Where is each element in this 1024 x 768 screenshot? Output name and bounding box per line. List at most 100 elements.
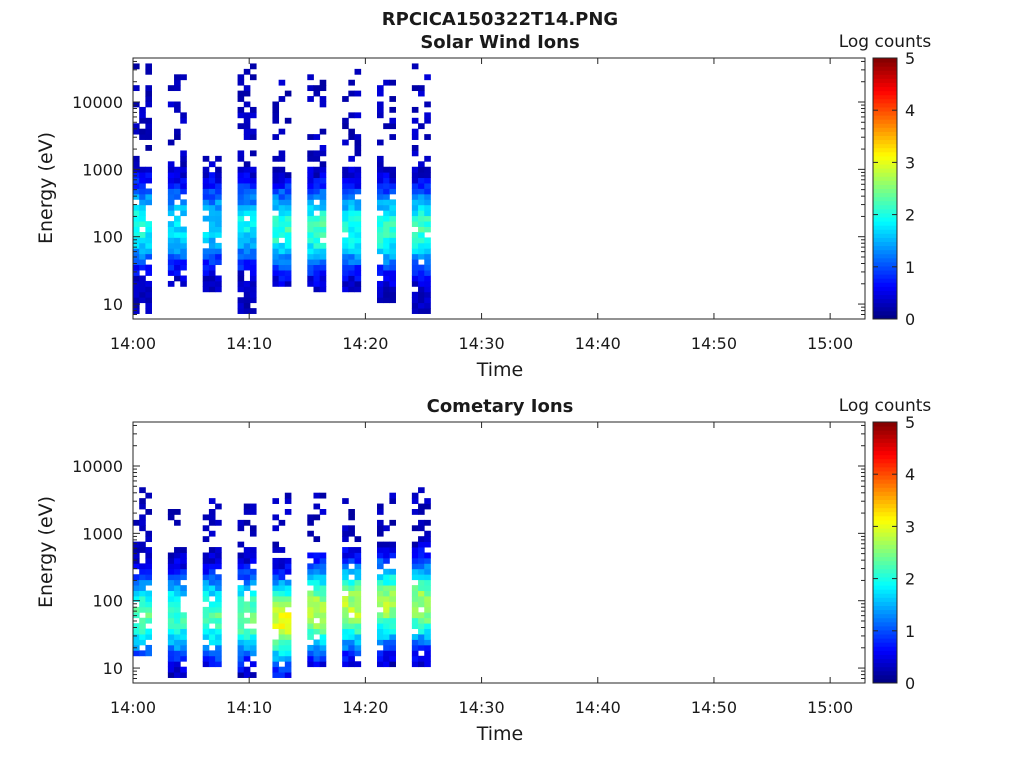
colorbar-segment	[873, 634, 897, 639]
heatmap-cell	[354, 585, 362, 591]
heatmap-cell	[313, 280, 321, 287]
heatmap-cell	[202, 172, 210, 179]
heatmap-cell	[383, 644, 390, 651]
heatmap-cell	[243, 650, 251, 657]
heatmap-cell	[313, 264, 321, 271]
heatmap-cell	[145, 634, 152, 640]
colorbar-segment	[873, 576, 897, 582]
x-tick-label: 14:30	[459, 334, 505, 353]
heatmap-cell	[424, 568, 431, 575]
heatmap-cell	[278, 199, 286, 206]
heatmap-cell	[342, 568, 349, 575]
heatmap-cell	[208, 579, 216, 586]
heatmap-cell	[180, 155, 187, 162]
heatmap-cell	[348, 155, 355, 162]
heatmap-cell	[319, 85, 327, 92]
heatmap-cell	[249, 112, 257, 119]
heatmap-cell	[342, 525, 349, 532]
heatmap-cell	[145, 291, 152, 298]
heatmap-cell	[215, 199, 222, 206]
heatmap-cell	[208, 552, 216, 559]
heatmap-cell	[145, 612, 152, 619]
heatmap-cell	[424, 134, 431, 140]
heatmap-cell	[418, 536, 425, 543]
heatmap-cell	[272, 215, 280, 222]
heatmap-cell	[208, 237, 216, 244]
heatmap-cell	[243, 264, 251, 271]
heatmap-cell	[319, 280, 327, 287]
heatmap-cell	[278, 623, 286, 630]
heatmap-cell	[348, 606, 355, 613]
heatmap-cell	[278, 226, 286, 233]
heatmap-cell	[133, 155, 140, 162]
heatmap-cell	[237, 574, 245, 581]
heatmap-cell	[307, 177, 314, 184]
heatmap-cell	[237, 221, 245, 227]
heatmap-cell	[139, 286, 146, 293]
heatmap-cell	[411, 634, 419, 640]
heatmap-cell	[167, 557, 175, 564]
colorbar-segment	[873, 601, 897, 607]
heatmap-cell	[249, 193, 257, 200]
heatmap-cell	[313, 590, 321, 597]
heatmap-cell	[145, 117, 152, 124]
heatmap-cell	[215, 226, 222, 233]
heatmap-cell	[307, 204, 314, 211]
heatmap-cell	[215, 547, 222, 553]
colorbar-frame	[872, 421, 898, 684]
heatmap-cell	[272, 557, 280, 564]
heatmap-cell	[145, 85, 152, 92]
colorbar-segment	[873, 422, 897, 427]
heatmap-cell	[354, 579, 362, 586]
heatmap-cell	[389, 568, 396, 575]
heatmap-cell	[180, 150, 187, 157]
colorbar-segment	[873, 196, 897, 202]
heatmap-cell	[243, 601, 251, 608]
heatmap-cell	[243, 568, 251, 575]
heatmap-cell	[284, 563, 292, 570]
heatmap-cell	[342, 655, 349, 662]
heatmap-cell	[139, 264, 146, 271]
heatmap-cell	[418, 574, 425, 581]
heatmap-cell	[383, 601, 390, 608]
colorbar-segment	[873, 666, 897, 672]
colorbar-segment	[873, 556, 897, 562]
heatmap-cell	[319, 634, 327, 640]
heatmap-cell	[272, 232, 280, 238]
heatmap-cell	[249, 606, 257, 613]
heatmap-cell	[272, 226, 280, 233]
y-tick-label: 10	[103, 659, 123, 678]
heatmap-cell	[418, 210, 425, 217]
heatmap-cell	[342, 617, 349, 624]
heatmap-cell	[167, 623, 175, 630]
heatmap-cell	[139, 650, 146, 657]
heatmap-cell	[180, 590, 187, 597]
colorbar-segment	[873, 564, 897, 570]
heatmap-cell	[377, 579, 384, 586]
heatmap-cell	[208, 547, 216, 553]
heatmap-cell	[278, 232, 286, 238]
heatmap-cell	[354, 280, 362, 287]
heatmap-cell	[411, 183, 419, 189]
heatmap-cell	[208, 270, 216, 276]
heatmap-cell	[354, 547, 362, 553]
heatmap-cell	[411, 568, 419, 575]
heatmap-cell	[208, 226, 216, 233]
heatmap-cell	[418, 275, 425, 282]
heatmap-cell	[202, 557, 210, 564]
heatmap-cell	[215, 590, 222, 597]
heatmap-cell	[411, 215, 419, 222]
heatmap-cell	[284, 188, 292, 195]
heatmap-cell	[202, 617, 210, 624]
heatmap-cell	[418, 188, 425, 195]
heatmap-cell	[202, 574, 210, 581]
heatmap-cell	[319, 183, 327, 189]
heatmap-cell	[389, 79, 396, 86]
colorbar-segment	[873, 638, 897, 643]
colorbar-segment	[873, 111, 897, 116]
colorbar-segment	[873, 426, 897, 431]
heatmap-cell	[418, 655, 425, 662]
heatmap-cell	[342, 166, 349, 173]
heatmap-cell	[174, 183, 181, 189]
colorbar-segment	[873, 462, 897, 468]
